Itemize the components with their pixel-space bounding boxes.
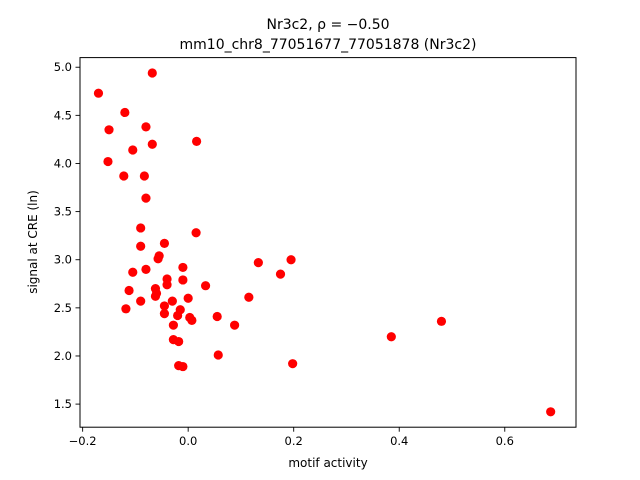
- data-point: [141, 264, 151, 274]
- x-axis-label: motif activity: [288, 456, 367, 470]
- data-point: [244, 292, 254, 302]
- data-point: [159, 309, 170, 319]
- data-point: [121, 304, 131, 314]
- data-point: [136, 241, 146, 251]
- x-tick-label: −0.2: [69, 434, 97, 448]
- data-point: [119, 171, 129, 181]
- x-axis-ticks: −0.2 0.0 0.2 0.4 0.6: [69, 427, 514, 448]
- data-point: [104, 125, 114, 135]
- data-point: [128, 145, 138, 155]
- data-point: [230, 320, 240, 330]
- data-point: [178, 361, 188, 372]
- data-point: [139, 171, 149, 181]
- data-point: [213, 350, 223, 360]
- data-point: [162, 280, 172, 290]
- data-point: [286, 255, 296, 265]
- data-point: [546, 407, 556, 417]
- data-point: [147, 139, 157, 149]
- data-point: [103, 156, 113, 167]
- data-point: [386, 332, 396, 342]
- data-point: [212, 311, 222, 322]
- x-tick-label: 0.0: [179, 434, 197, 448]
- data-point: [159, 238, 170, 248]
- data-point: [136, 296, 146, 306]
- y-tick-label: 1.5: [54, 397, 72, 411]
- data-point: [173, 310, 183, 321]
- data-point: [288, 359, 298, 369]
- data-point: [436, 316, 447, 326]
- data-point: [120, 107, 130, 118]
- data-point: [192, 136, 202, 146]
- data-point: [178, 275, 188, 285]
- points-layer: [93, 68, 556, 417]
- data-point: [191, 228, 201, 238]
- y-tick-label: 5.0: [54, 60, 72, 74]
- data-point: [128, 267, 138, 277]
- data-point: [141, 193, 151, 203]
- data-point: [153, 254, 163, 264]
- data-point: [200, 281, 211, 291]
- x-tick-label: 0.4: [390, 434, 408, 448]
- y-axis-label: signal at CRE (ln): [26, 190, 40, 294]
- plot-frame: [79, 57, 577, 428]
- data-point: [141, 122, 151, 132]
- y-tick-label: 3.0: [54, 253, 72, 267]
- data-point: [253, 258, 263, 268]
- data-point: [178, 262, 188, 273]
- data-point: [167, 296, 177, 306]
- y-tick-label: 4.0: [54, 156, 72, 170]
- data-point: [150, 291, 161, 301]
- x-tick-label: 0.6: [496, 434, 514, 448]
- data-point: [147, 68, 157, 78]
- y-tick-label: 3.5: [54, 205, 72, 219]
- data-point: [168, 320, 178, 330]
- y-tick-label: 2.5: [54, 301, 72, 315]
- data-point: [174, 336, 184, 347]
- data-point: [183, 293, 193, 303]
- data-point: [124, 285, 134, 296]
- data-point: [93, 88, 104, 98]
- data-point: [275, 269, 286, 279]
- y-axis-ticks: 1.5 2.0 2.5 3.0 3.5 4.0 4.5 5.0: [54, 60, 80, 411]
- data-point: [136, 223, 146, 233]
- chart-title-line2: mm10_chr8_77051677_77051878 (Nr3c2): [180, 37, 477, 53]
- chart-title-line1: Nr3c2, ρ = −0.50: [266, 17, 389, 33]
- data-point: [187, 315, 197, 325]
- y-tick-label: 4.5: [54, 108, 72, 122]
- x-tick-label: 0.2: [285, 434, 303, 448]
- y-tick-label: 2.0: [54, 349, 72, 363]
- data-point: [159, 301, 170, 311]
